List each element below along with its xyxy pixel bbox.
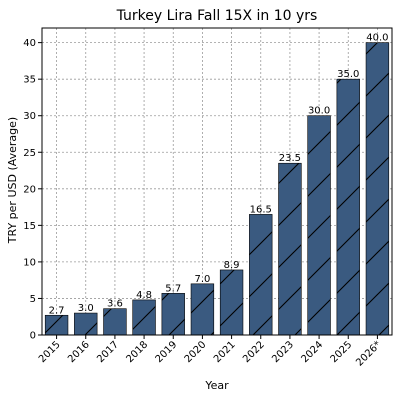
bar-hatch: [103, 308, 127, 335]
y-axis: 0 5 10 15 20 25 30 35 40: [23, 38, 42, 342]
y-tick-label: 5: [30, 294, 36, 305]
y-tick-label: 25: [23, 148, 36, 159]
x-tick-label: 2022: [241, 339, 267, 365]
x-tick-label: 2016: [66, 339, 92, 365]
bar-hatch: [191, 283, 214, 335]
x-tick-label: 2017: [95, 339, 121, 365]
y-tick-label: 20: [23, 184, 36, 195]
bar-value-label: 5.7: [165, 283, 181, 294]
bars: [44, 42, 390, 336]
y-tick-label: 0: [30, 331, 36, 342]
x-tick-label: 2015: [37, 339, 63, 365]
bar-value-label: 3.6: [107, 299, 123, 310]
bar-hatch: [366, 42, 389, 335]
bar-hatch: [249, 214, 273, 335]
bar-value-label: 23.5: [279, 153, 301, 164]
chart-title: Turkey Lira Fall 15X in 10 yrs: [116, 8, 318, 24]
bar-hatch: [132, 299, 156, 335]
bar-value-label: 7.0: [194, 274, 210, 285]
x-tick-label: 2021: [212, 339, 238, 365]
x-tick-label: 2026*: [354, 339, 383, 368]
bar-value-label: 2.7: [49, 305, 65, 316]
y-tick-label: 15: [23, 221, 36, 232]
bar-hatch: [74, 313, 98, 335]
bar-hatch: [161, 293, 185, 335]
x-tick-label: 2025: [329, 339, 355, 365]
data-labels: 2.7 3.0 3.6 4.8 5.7 7.0 8.9 16.5 23.5 30.0 35.0 40.…: [49, 33, 389, 317]
x-tick-label: 2018: [124, 339, 150, 365]
bar-hatch: [220, 269, 243, 335]
plot-frame: [41, 27, 393, 336]
bar-value-label: 4.8: [136, 290, 152, 301]
x-tick-label: 2023: [270, 339, 296, 365]
x-tick-label: 2024: [299, 339, 325, 365]
bar-hatch: [278, 163, 302, 335]
y-tick-label: 40: [23, 38, 36, 49]
y-tick-label: 35: [23, 75, 36, 86]
bar-value-label: 3.0: [78, 303, 94, 314]
bar-value-label: 40.0: [366, 33, 388, 44]
x-axis: 2015 2016 2017 2018 2019 2020 2021 2022 2023 2024…: [37, 335, 384, 369]
bar-value-label: 16.5: [250, 204, 272, 215]
y-tick-label: 10: [23, 257, 36, 268]
x-tick-label: 2019: [154, 339, 180, 365]
x-tick-label: 2020: [183, 339, 209, 365]
bar-value-label: 8.9: [224, 260, 240, 271]
x-axis-label: Year: [204, 379, 229, 392]
bar-hatch: [336, 79, 360, 336]
bar-value-label: 35.0: [337, 69, 359, 80]
y-axis-label: TRY per USD (Average): [6, 117, 19, 244]
bar-hatch: [45, 315, 68, 335]
bar-hatch: [307, 115, 331, 335]
bar-value-label: 30.0: [308, 106, 330, 117]
y-tick-label: 30: [23, 111, 36, 122]
